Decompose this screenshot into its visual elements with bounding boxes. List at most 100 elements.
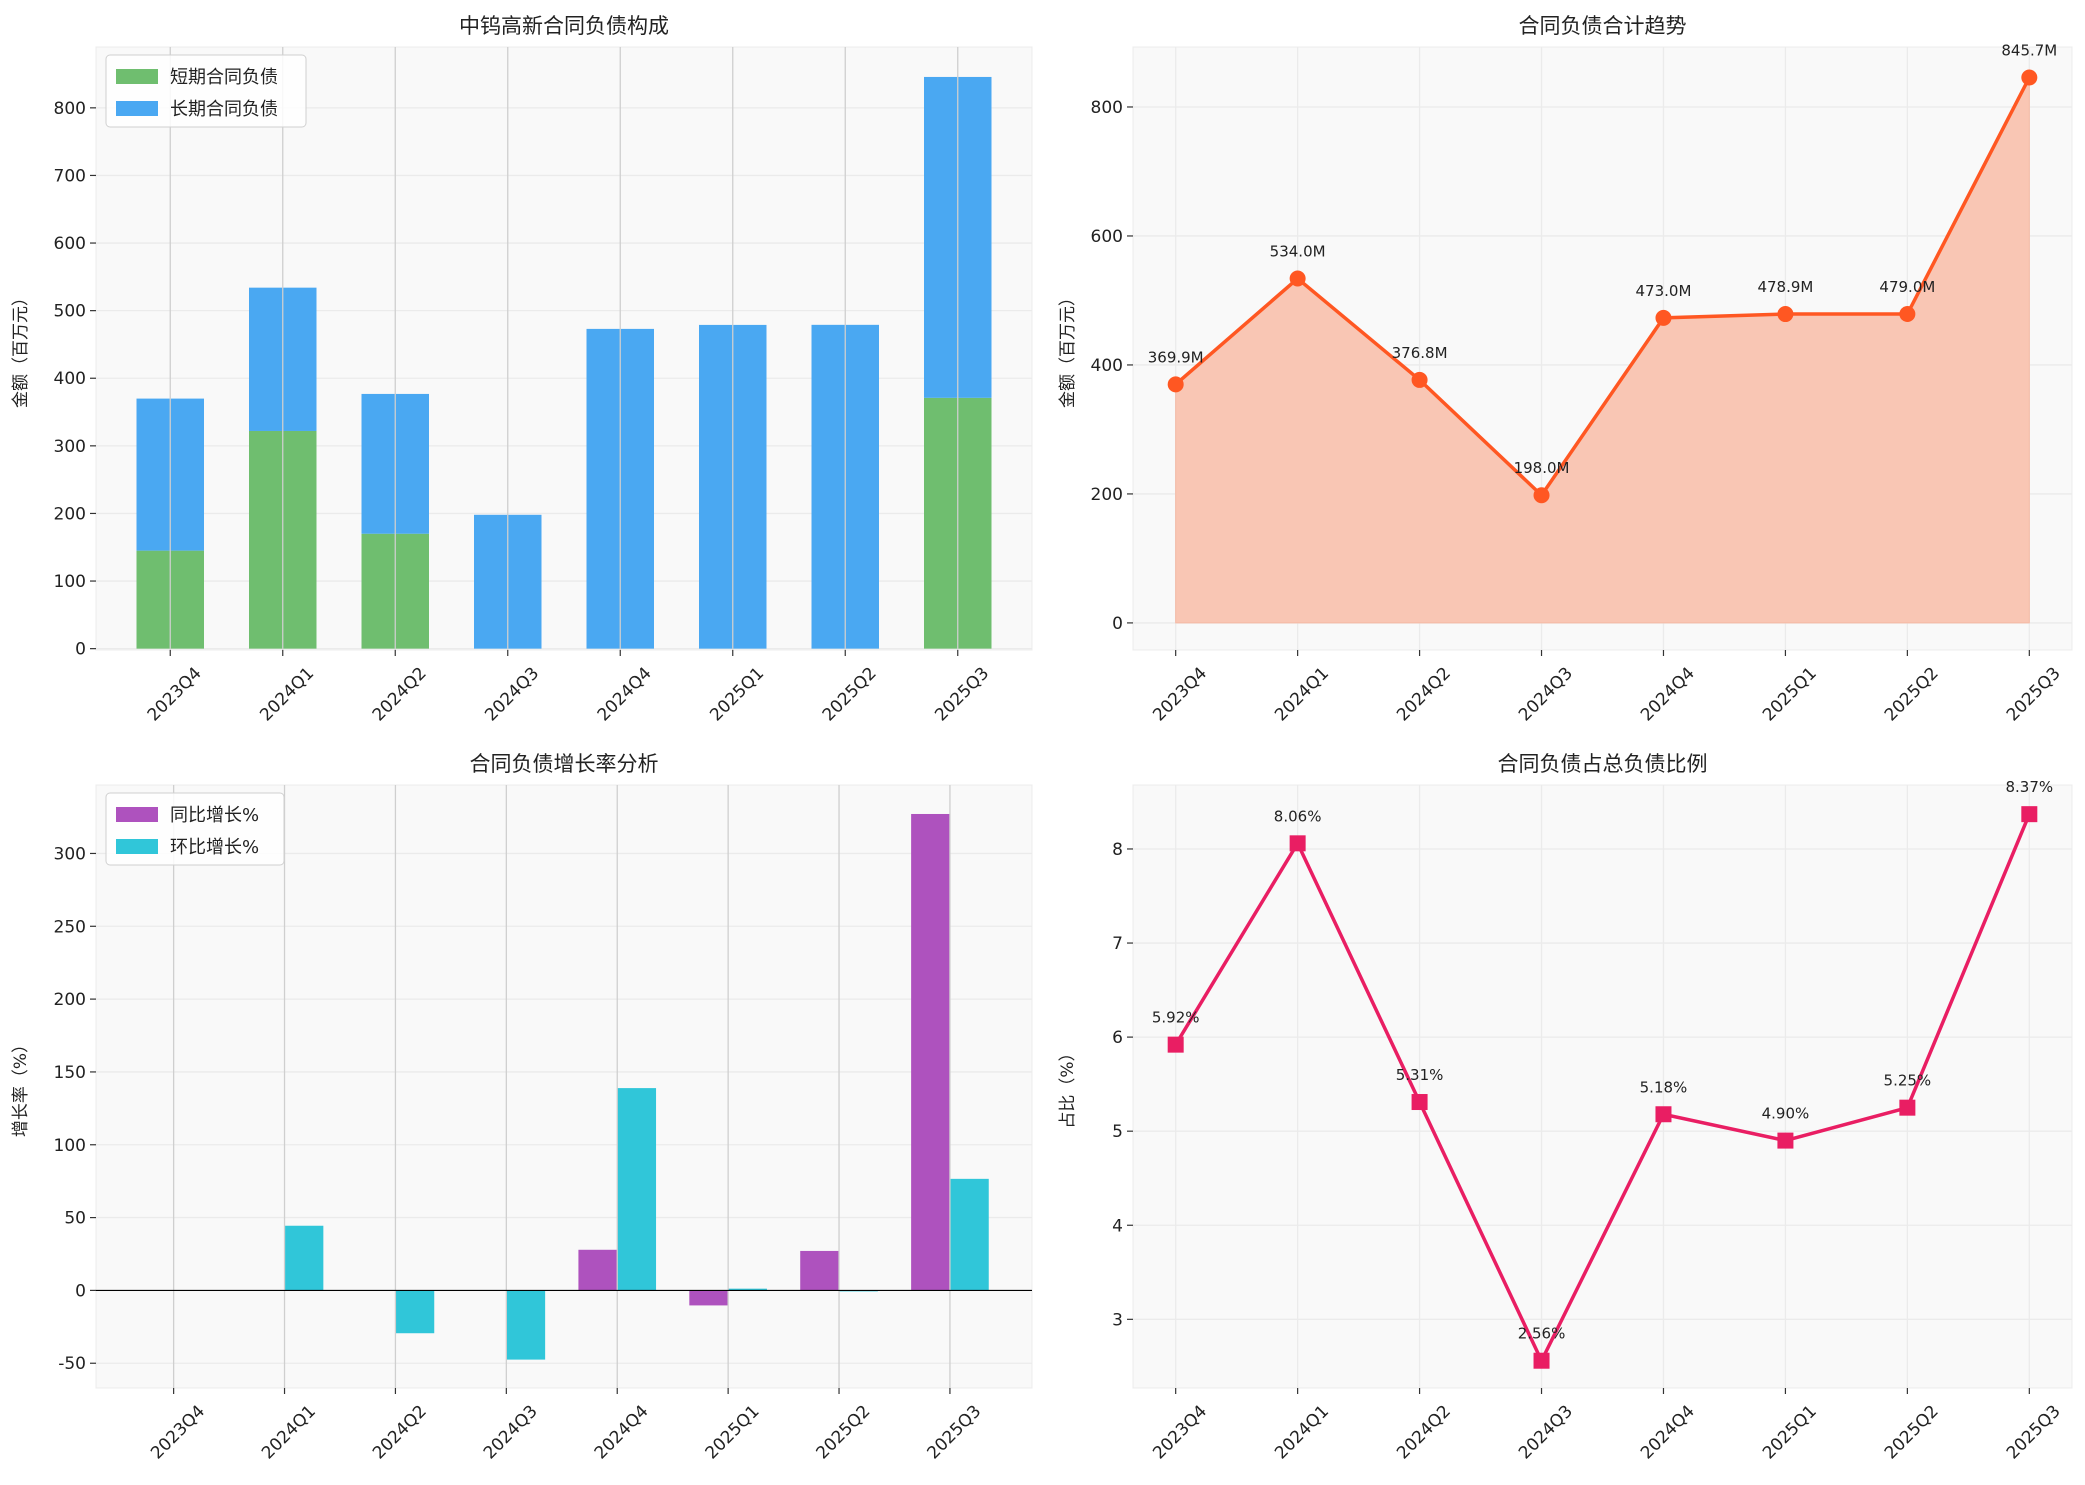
y-tick-label: 600 (54, 234, 86, 254)
chart-title: 合同负债合计趋势 (1519, 14, 1687, 38)
x-tick-label: 2025Q3 (2003, 1402, 2065, 1464)
x-tick-label: 2024Q1 (1271, 1402, 1333, 1464)
data-point (1411, 371, 1428, 388)
data-point (1533, 1352, 1550, 1369)
bar-yoy (689, 1290, 729, 1306)
y-tick-label: 800 (54, 99, 86, 119)
data-point (2021, 69, 2038, 86)
chart-title: 合同负债占总负债比例 (1498, 752, 1708, 776)
data-label: 534.0M (1270, 243, 1326, 261)
y-tick-label: -50 (58, 1354, 86, 1374)
legend-label: 长期合同负债 (170, 99, 278, 120)
y-tick-label: 300 (54, 844, 86, 864)
data-label: 479.0M (1879, 278, 1935, 296)
x-tick-label: 2025Q1 (1759, 664, 1821, 726)
x-tick-label: 2024Q4 (1637, 1402, 1699, 1464)
x-tick-label: 2024Q1 (256, 664, 318, 726)
x-tick-label: 2024Q3 (480, 1402, 542, 1464)
data-label: 5.31% (1396, 1066, 1444, 1084)
x-tick-label: 2024Q2 (1393, 664, 1455, 726)
y-tick-label: 0 (1112, 614, 1123, 634)
x-tick-label: 2024Q4 (594, 664, 656, 726)
chart-title: 合同负债增长率分析 (470, 752, 659, 776)
y-tick-label: 6 (1112, 1028, 1123, 1048)
data-label: 5.25% (1884, 1072, 1932, 1090)
data-label: 478.9M (1757, 278, 1813, 296)
x-tick-label: 2023Q4 (144, 664, 206, 726)
data-point (1411, 1094, 1428, 1111)
bar-yoy (911, 813, 950, 1291)
chart-panel-4: 合同负债占总负债比例 3 4 5 6 7 8 占比（%） 2023Q4 2024Q1 2024Q2 2… (1058, 752, 2073, 1464)
data-point (1167, 376, 1184, 393)
y-tick-label: 3 (1112, 1310, 1123, 1330)
bar-qoq (728, 1288, 767, 1291)
chart-panel-1: 中钨高新合同负债构成 0 100 200 300 400 500 600 700 800 金额（百万… (11, 14, 1033, 726)
x-tick-label: 2025Q2 (813, 1402, 875, 1464)
data-point (1289, 270, 1306, 287)
y-tick-label: 7 (1112, 934, 1123, 954)
y-axis-label: 金额（百万元） (1058, 289, 1078, 408)
bar-qoq (506, 1290, 546, 1360)
y-tick-label: 100 (54, 1136, 86, 1156)
chart-panel-3: 合同负债增长率分析 -50 0 50 100 150 200 250 300 增长率（%） 2023… (11, 752, 1033, 1464)
y-tick-label: 400 (1091, 356, 1123, 376)
data-point (1777, 1132, 1794, 1149)
plot-area (95, 784, 1033, 1389)
x-tick-label: 2023Q4 (1149, 1402, 1211, 1464)
data-label: 4.90% (1762, 1105, 1810, 1123)
x-tick-label: 2023Q4 (1149, 664, 1211, 726)
y-tick-label: 0 (75, 1281, 86, 1301)
data-label: 2.56% (1518, 1325, 1566, 1343)
data-point (1899, 305, 1916, 322)
x-tick-label: 2025Q2 (1881, 664, 1943, 726)
y-tick-label: 200 (54, 990, 86, 1010)
legend-label: 同比增长% (170, 805, 259, 826)
bar-qoq (617, 1088, 657, 1291)
y-tick-label: 250 (54, 917, 86, 937)
data-label: 376.8M (1392, 344, 1448, 362)
data-point (2021, 806, 2038, 823)
legend-label: 短期合同负债 (170, 67, 278, 88)
y-tick-label: 300 (54, 437, 86, 457)
legend-swatch (116, 69, 158, 84)
x-tick-label: 2024Q3 (1515, 664, 1577, 726)
data-label: 198.0M (1514, 459, 1570, 477)
x-tick-label: 2025Q1 (1759, 1402, 1821, 1464)
legend-swatch (116, 839, 158, 854)
x-tick-label: 2025Q1 (706, 664, 768, 726)
legend-swatch (116, 101, 158, 116)
data-label: 8.06% (1274, 807, 1322, 825)
y-tick-label: 800 (1091, 98, 1123, 118)
x-tick-label: 2024Q4 (591, 1402, 653, 1464)
data-point (1655, 309, 1672, 326)
bar-qoq (284, 1225, 324, 1291)
legend-swatch (116, 807, 158, 822)
data-label: 5.92% (1152, 1009, 1200, 1027)
bar-yoy (800, 1250, 840, 1291)
y-tick-label: 500 (54, 302, 86, 322)
y-tick-label: 5 (1112, 1122, 1123, 1142)
y-axis-label: 占比（%） (1058, 1044, 1078, 1128)
legend: 同比增长% 环比增长% (105, 792, 285, 866)
data-point (1655, 1106, 1672, 1123)
x-tick-label: 2024Q1 (258, 1402, 320, 1464)
plot-area (95, 46, 1033, 651)
data-point (1289, 835, 1306, 852)
x-tick-label: 2025Q3 (2003, 664, 2065, 726)
bar-qoq (949, 1178, 989, 1291)
series-line (1174, 76, 2031, 498)
x-tick-label: 2024Q2 (369, 664, 431, 726)
x-tick-label: 2025Q2 (1881, 1402, 1943, 1464)
x-tick-label: 2025Q1 (702, 1402, 764, 1464)
y-tick-label: 150 (54, 1063, 86, 1083)
y-tick-label: 100 (54, 572, 86, 592)
data-point (1167, 1036, 1184, 1053)
data-point (1533, 487, 1550, 504)
x-tick-label: 2024Q3 (481, 664, 543, 726)
x-tick-label: 2023Q4 (147, 1402, 209, 1464)
y-tick-label: 50 (64, 1209, 86, 1229)
y-tick-label: 700 (54, 166, 86, 186)
chart-panel-2: 合同负债合计趋势 0 200 400 600 800 金额（百万元） 2023Q4 2024Q1… (1058, 14, 2073, 726)
